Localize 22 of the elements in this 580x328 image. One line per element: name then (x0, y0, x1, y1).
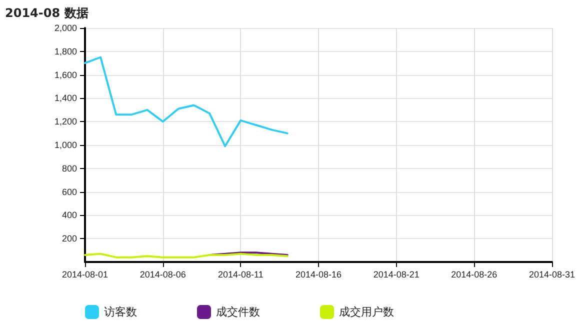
y-tick-label: 800 (62, 163, 77, 174)
x-tick-label: 2014-08-16 (295, 270, 342, 280)
y-tick-label: 400 (62, 210, 77, 220)
x-tick-label: 2014-08-11 (218, 270, 264, 280)
y-tick-label: 1,800 (54, 46, 77, 56)
legend-label: 访客数 (104, 306, 137, 318)
x-tick-label: 2014-08-01 (62, 270, 108, 280)
y-tick-label: 600 (62, 186, 77, 197)
y-tick-label: 1,200 (54, 116, 77, 127)
chart-title: 2014-08 数据 (5, 6, 88, 20)
y-tick-label: 1,400 (54, 93, 77, 104)
x-tick-label: 2014-08-31 (528, 270, 576, 280)
line-series (84, 56, 288, 148)
x-tick-label: 2014-08-26 (451, 270, 498, 280)
y-tick-label: 1,000 (54, 140, 77, 150)
y-tick-label: 1,600 (54, 70, 77, 80)
legend-label: 成交用户数 (339, 306, 394, 318)
x-tick-label: 2014-08-06 (140, 270, 186, 280)
legend-label: 成交件数 (216, 306, 260, 318)
y-tick-label: 2,000 (54, 23, 77, 33)
x-tick-label: 2014-08-21 (373, 270, 420, 280)
y-tick-label: 200 (62, 234, 77, 244)
